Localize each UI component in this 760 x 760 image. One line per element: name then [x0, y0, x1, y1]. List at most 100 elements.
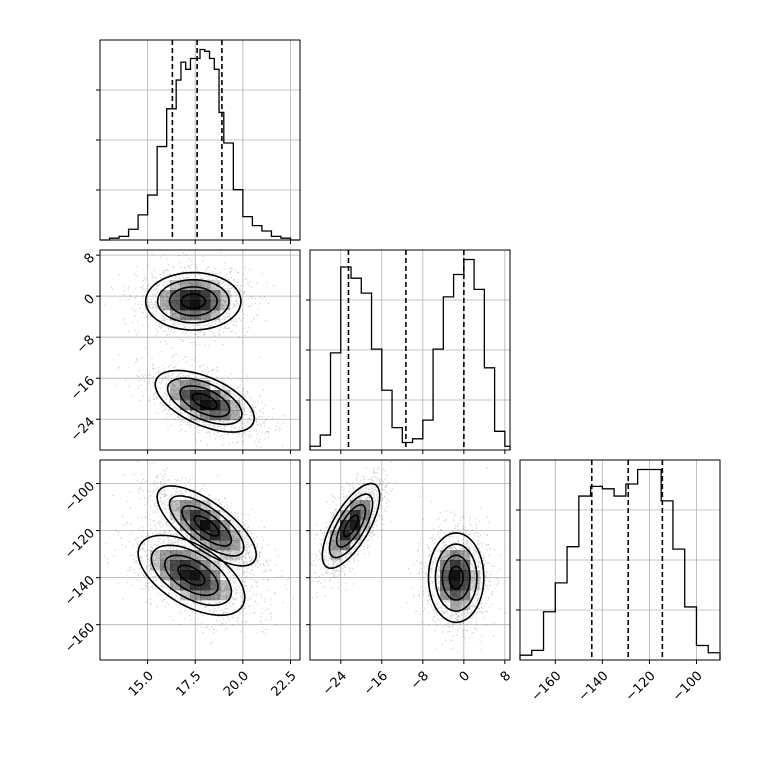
density-cell	[230, 400, 241, 411]
density-cell	[220, 300, 231, 311]
y-tick-label: −160	[62, 620, 98, 656]
density-cell	[200, 550, 211, 561]
density-cell	[200, 290, 211, 301]
contour-line	[156, 278, 230, 324]
y-tick-label: −16	[68, 374, 98, 404]
histogram-panel-1	[306, 249, 511, 451]
density-cell	[190, 590, 201, 601]
density-cell	[220, 400, 231, 411]
x-axis-2: −100 −120 −140 −160	[529, 660, 706, 705]
density-cell	[180, 400, 191, 411]
density-cell	[190, 530, 201, 541]
density-panel-0-1	[99, 249, 301, 451]
y-tick-label: −24	[68, 415, 98, 445]
density-cell	[210, 280, 221, 291]
density-cell	[200, 500, 211, 511]
contour-line	[335, 503, 367, 548]
histogram-panel-2	[516, 459, 721, 661]
density-content	[310, 460, 510, 660]
panel-frame	[99, 249, 301, 451]
density-cell	[160, 570, 171, 581]
density-cell	[470, 570, 481, 581]
x-tick-label: 15.0	[126, 669, 157, 700]
contour-line	[150, 544, 233, 607]
density-cell	[360, 500, 371, 511]
density-cell	[200, 570, 211, 581]
contour-line	[163, 554, 219, 597]
contour-line	[168, 495, 245, 557]
density-cell	[210, 510, 221, 521]
density-cell	[450, 570, 461, 581]
y-tick-label: −100	[62, 479, 98, 515]
panel-frame	[519, 459, 721, 661]
x-tick-label: −140	[576, 669, 612, 705]
x-axis-0: 15.0 17.5 20.0 22.5	[126, 660, 300, 700]
density-cell	[440, 550, 451, 561]
density-cell	[460, 600, 471, 611]
x-tick-label: −120	[623, 669, 659, 705]
density-cell	[230, 540, 241, 551]
density-cell	[450, 560, 461, 571]
density-cell	[170, 500, 181, 511]
density-cell	[180, 590, 191, 601]
density-cell	[460, 580, 471, 591]
contour-line	[168, 286, 218, 317]
x-tick-label: −160	[529, 669, 565, 705]
density-cell	[180, 550, 191, 561]
contour-line	[434, 543, 478, 613]
density-cell	[170, 560, 181, 571]
x-tick-label: −8	[408, 669, 432, 693]
density-cell	[350, 500, 361, 511]
density-cell	[180, 520, 191, 531]
x-tick-label: 17.5	[173, 669, 204, 700]
contour-line	[191, 392, 218, 410]
density-cell	[200, 410, 211, 421]
density-cell	[460, 550, 471, 561]
density-cell	[170, 580, 181, 591]
panel-frame	[99, 39, 301, 241]
density-cell	[150, 560, 161, 571]
contour-line	[448, 565, 464, 590]
density-cell	[210, 580, 221, 591]
density-cell	[360, 520, 371, 531]
y-tick-label: −140	[62, 573, 98, 609]
x-tick-label: −24	[320, 669, 350, 699]
density-cell	[170, 300, 181, 311]
contour-line	[193, 515, 220, 537]
density-cell	[200, 300, 211, 311]
density-cell	[340, 510, 351, 521]
contour-line	[342, 514, 360, 538]
histogram-step-0	[100, 48, 300, 241]
contour-line	[328, 493, 374, 559]
panel-frame	[99, 459, 301, 661]
x-tick-label: −16	[361, 669, 391, 699]
density-cell	[440, 590, 451, 601]
contour-line	[427, 532, 485, 624]
contour-line	[181, 505, 233, 547]
density-cell	[450, 590, 461, 601]
density-cell	[200, 380, 211, 391]
panel-frame	[309, 459, 511, 661]
x-axis-1: 8 0 −8 −16 −24	[320, 660, 514, 699]
density-cell	[210, 400, 221, 411]
density-cell	[340, 520, 351, 531]
x-tick-label: 22.5	[269, 669, 300, 700]
histogram-panel-0	[96, 39, 301, 241]
contour-line	[156, 485, 258, 567]
density-cell	[190, 390, 201, 401]
density-cell	[180, 380, 191, 391]
x-tick-label: 20.0	[221, 669, 252, 700]
density-cell	[450, 580, 461, 591]
density-cell	[330, 540, 341, 551]
contour-line	[441, 554, 471, 601]
density-cell	[190, 570, 201, 581]
x-tick-label: 8	[498, 669, 514, 685]
density-cell	[170, 380, 181, 391]
density-cell	[460, 560, 471, 571]
density-cell	[210, 590, 221, 601]
contour-line	[154, 369, 256, 433]
density-cell	[170, 310, 181, 321]
density-panel-0-2	[99, 459, 301, 661]
density-cell	[230, 530, 241, 541]
density-cell	[220, 520, 231, 531]
